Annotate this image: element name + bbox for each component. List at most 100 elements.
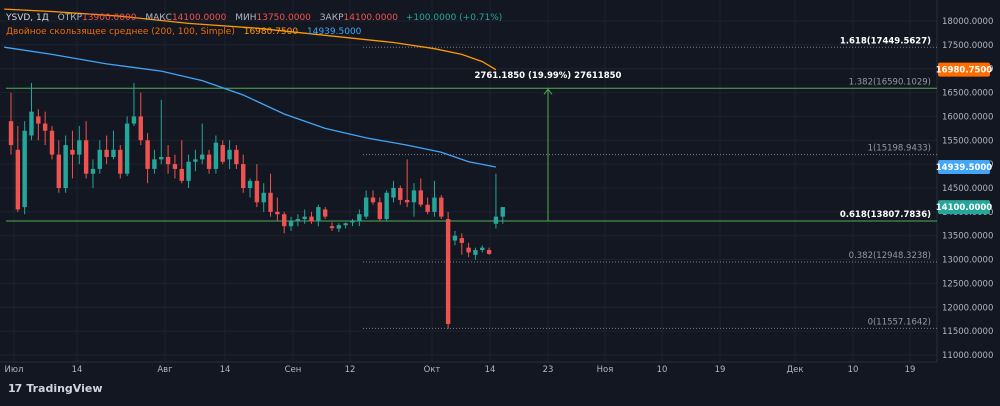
high-value: 14100.0000 (171, 13, 227, 23)
candle-body (206, 154, 212, 169)
price-tag-label: 14939.5000 (936, 163, 993, 173)
candle-body (309, 216, 314, 222)
candle-body (425, 204, 430, 212)
candle-body (172, 164, 178, 169)
candle-body (97, 149, 102, 169)
high-label: МАКС (145, 13, 172, 23)
candle-body (350, 220, 355, 223)
candle-body (343, 223, 348, 226)
candle-body (145, 140, 150, 169)
candle-body (8, 121, 14, 146)
candle-body (241, 164, 246, 188)
time-tick-label: 10 (848, 365, 859, 375)
candle-body (411, 190, 417, 203)
candle-body (104, 149, 109, 157)
fib-level-label: 1.618(17449.5627) (840, 36, 931, 46)
candle-body (377, 202, 383, 220)
candle-body (398, 188, 403, 200)
candle-body (77, 140, 82, 155)
time-tick-label: 14 (485, 365, 496, 375)
candle-body (159, 156, 164, 160)
candle-body (466, 247, 471, 253)
candle-body (336, 225, 342, 229)
candle-body (275, 211, 280, 215)
fib-level-label: 0.382(12948.3238) (849, 251, 931, 261)
candle-body (480, 247, 485, 251)
candle-body (493, 216, 499, 224)
candle-body (418, 190, 423, 205)
candle-body (234, 149, 239, 165)
ma-indicator-title[interactable]: Двойное скользящее среднее (200, 100, Si… (6, 27, 235, 37)
candle-body (49, 130, 55, 155)
open-label: ОТКР (57, 13, 83, 23)
ma-row: Двойное скользящее среднее (200, 100, Si… (6, 25, 502, 39)
candle-body (22, 130, 27, 208)
candle-body (486, 250, 492, 254)
ohlc-row: YSVD, 1Д ОТКР13900.0000 МАКС14100.0000 М… (6, 11, 502, 25)
candle-body (70, 149, 75, 155)
low-label: МИН (235, 13, 257, 23)
candle-body (193, 159, 198, 162)
price-tag (938, 200, 990, 215)
candle-body (111, 149, 116, 157)
candle-body (124, 123, 130, 174)
time-tick-label: 19 (715, 365, 726, 375)
candle-body (15, 149, 21, 210)
candle-body (445, 219, 451, 324)
close-label: ЗАКР (319, 13, 344, 23)
candle-body (316, 207, 321, 222)
open-value: 13900.0000 (82, 13, 137, 23)
candle-body (63, 145, 68, 188)
measure-arrow-head (543, 88, 553, 95)
candle-body (500, 207, 505, 217)
candle-body (165, 156, 171, 165)
time-tick-label: Ноя (597, 365, 614, 375)
tradingview-logo[interactable]: 17 TradingView (8, 382, 103, 395)
chart-legend: YSVD, 1Д ОТКР13900.0000 МАКС14100.0000 М… (6, 11, 502, 39)
candle-body (459, 238, 464, 243)
close-value: 14100.0000 (343, 13, 398, 23)
measure-label: 2761.1850 (19.99%) 27611850 (475, 71, 622, 81)
candle-body (83, 140, 89, 174)
fib-level-label: 0.618(13807.7836) (840, 210, 931, 220)
candle-body (36, 116, 41, 124)
candle-body (186, 161, 191, 181)
time-tick-label: 14 (72, 365, 83, 375)
price-tick-label: 17500.0000 (942, 41, 993, 51)
tradingview-mark-icon: 17 (8, 382, 22, 395)
ma-short-value: 14939.5000 (307, 27, 362, 37)
time-tick-label: 12 (345, 365, 356, 375)
candle-body (261, 192, 266, 203)
candle-body (152, 159, 157, 169)
candle-body (404, 199, 410, 203)
price-tick-label: 14500.0000 (942, 184, 993, 194)
candle-body (131, 116, 137, 124)
price-tick-label: 12000.0000 (942, 303, 993, 313)
price-tick-label: 11500.0000 (942, 327, 993, 337)
candle-body (282, 214, 287, 227)
ma-long-line (4, 8, 497, 71)
candle-body (90, 168, 96, 174)
price-tag (938, 160, 990, 175)
price-tick-label: 13500.0000 (942, 232, 993, 242)
candle-body (42, 123, 48, 131)
price-tick-label: 13000.0000 (942, 256, 993, 266)
price-tick-label: 16000.0000 (942, 112, 993, 122)
candle-body (268, 192, 273, 212)
candle-body (370, 197, 376, 203)
time-tick-label: Дек (786, 365, 803, 375)
candle-body (200, 154, 205, 160)
price-tick-label: 18000.0000 (942, 17, 993, 27)
time-tick-label: Авг (157, 365, 173, 375)
fib-level-label: 1(15198.9433) (868, 144, 931, 154)
price-tick-label: 11000.0000 (942, 351, 993, 361)
time-tick-label: 14 (220, 365, 231, 375)
symbol-interval[interactable]: YSVD, 1Д (6, 13, 49, 23)
price-tag-label: 16980.7500 (936, 66, 993, 76)
candle-body (363, 197, 369, 217)
candle-body (56, 154, 62, 188)
candle-body (288, 221, 294, 227)
